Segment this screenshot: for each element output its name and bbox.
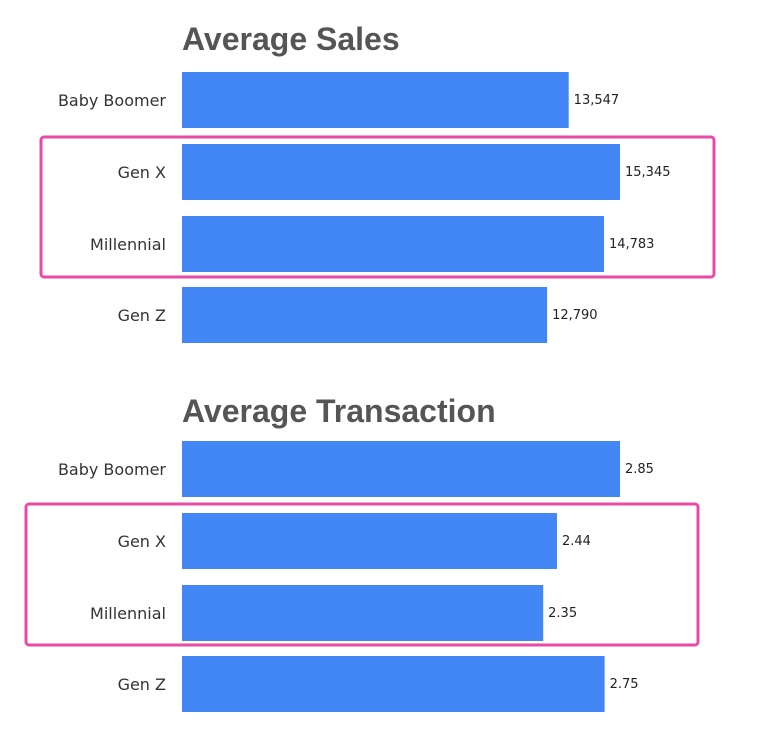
highlight-box xyxy=(39,135,716,279)
chart-title: Average Sales xyxy=(182,21,400,57)
category-label: Gen Z xyxy=(118,306,166,325)
value-label: 15,345 xyxy=(625,165,671,180)
value-label: 2.85 xyxy=(625,462,654,477)
category-label: Millennial xyxy=(90,235,166,254)
value-label: 2.75 xyxy=(610,677,639,692)
chart-1: Average Sales Baby Boomer 13,547 Gen X 15,34… xyxy=(39,21,716,343)
value-label: 2.35 xyxy=(548,606,577,621)
bar xyxy=(182,513,557,569)
bar xyxy=(182,656,605,712)
highlight-box xyxy=(24,502,700,647)
category-label: Gen X xyxy=(118,532,166,551)
value-label: 13,547 xyxy=(574,93,620,108)
bar xyxy=(182,72,569,128)
category-label: Gen X xyxy=(118,163,166,182)
bar xyxy=(182,144,620,200)
category-label: Gen Z xyxy=(118,675,166,694)
bar xyxy=(182,216,604,272)
bar xyxy=(182,585,544,641)
category-label: Baby Boomer xyxy=(58,91,166,110)
bar xyxy=(182,287,548,343)
chart-2: Average Transaction Baby Boomer 2.85 Gen X 2… xyxy=(24,393,700,712)
category-label: Millennial xyxy=(90,604,166,623)
value-label: 2.44 xyxy=(562,534,591,549)
value-label: 12,790 xyxy=(552,308,598,323)
chart-title: Average Transaction xyxy=(182,393,496,429)
value-label: 14,783 xyxy=(609,237,655,252)
category-label: Baby Boomer xyxy=(58,460,166,479)
bar xyxy=(182,441,620,497)
